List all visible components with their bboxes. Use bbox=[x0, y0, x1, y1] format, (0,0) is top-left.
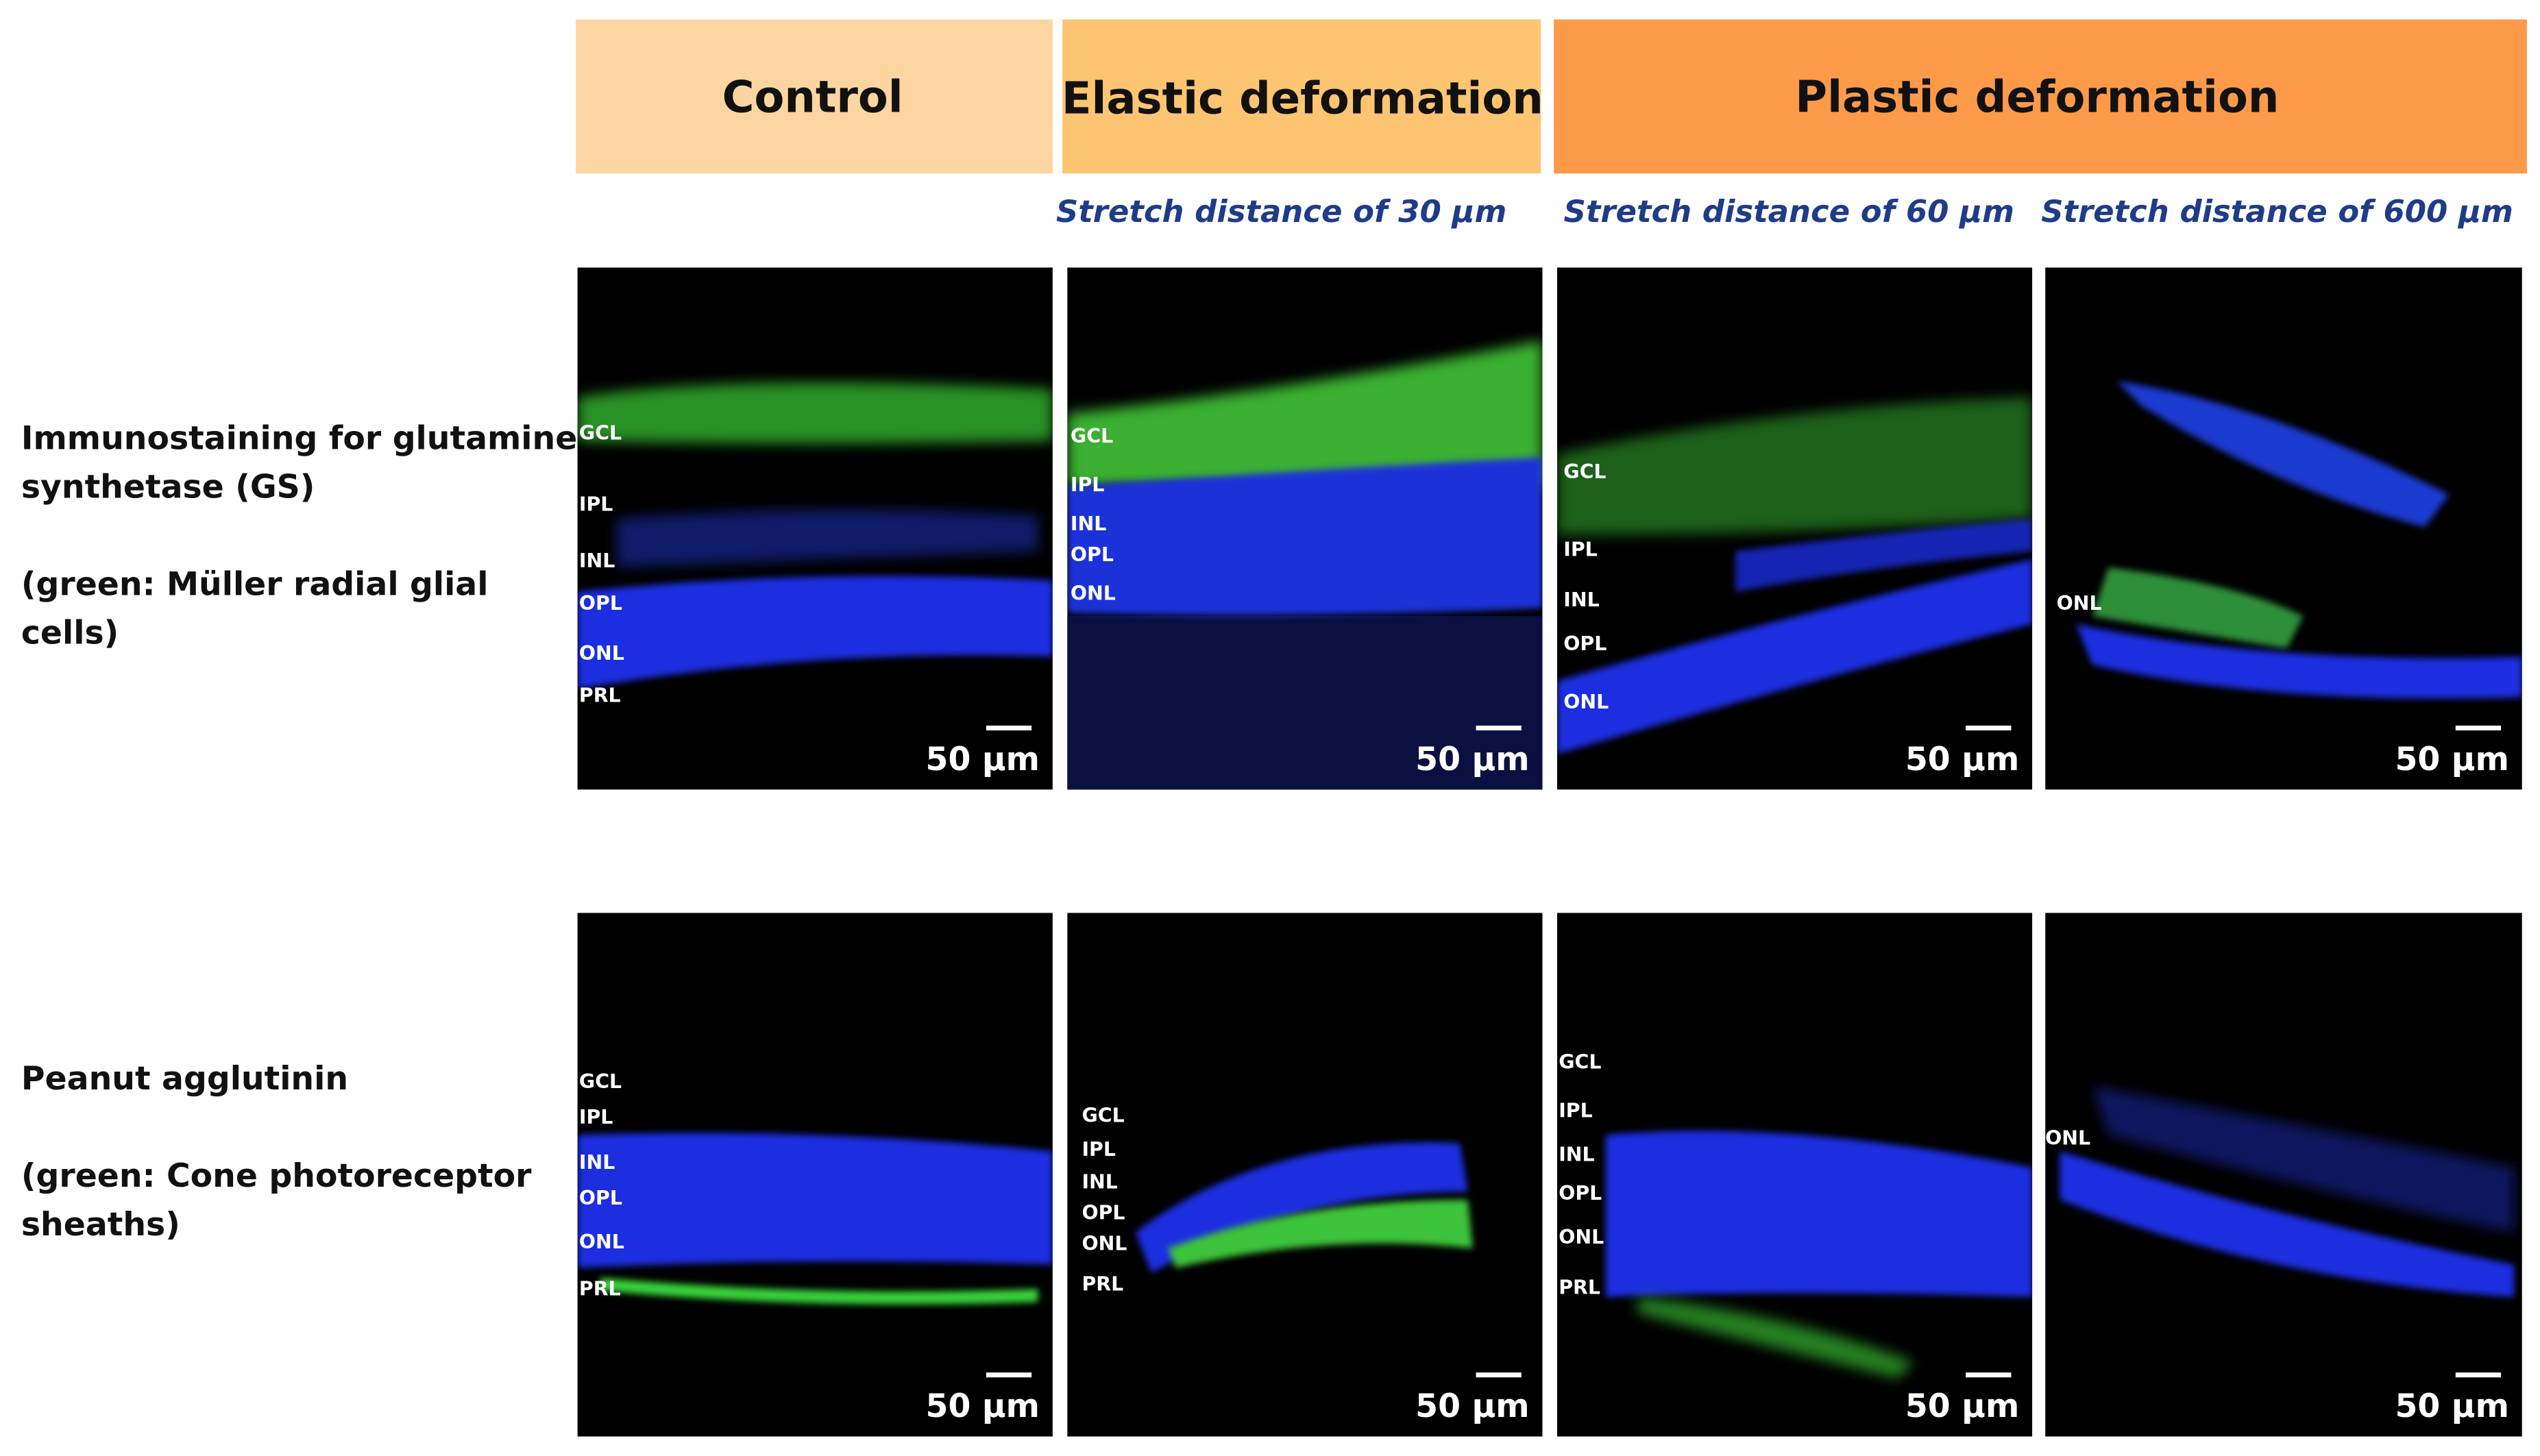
subheader: Stretch distance of 60 µm bbox=[1563, 193, 2014, 230]
scale-label: 50 µm bbox=[926, 1387, 1040, 1425]
scale-label: 50 µm bbox=[2395, 1387, 2508, 1425]
row-label: synthetase (GS) bbox=[21, 468, 315, 506]
row-note: (green: Müller radial glial bbox=[21, 565, 489, 603]
layer-label: OPL bbox=[1071, 543, 1114, 566]
layer-label: PRL bbox=[579, 684, 621, 707]
row-note: (green: Cone photoreceptor bbox=[21, 1157, 532, 1195]
scale-label: 50 µm bbox=[1905, 741, 2019, 778]
layer-label: ONL bbox=[2045, 1127, 2090, 1150]
layer-label: OPL bbox=[1563, 632, 1607, 655]
micrograph bbox=[1556, 913, 2033, 1437]
layer-label: GCL bbox=[1563, 460, 1606, 483]
layer-label: ONL bbox=[1559, 1226, 1604, 1248]
layer-label: IPL bbox=[1082, 1138, 1116, 1161]
micrograph bbox=[2045, 913, 2522, 1437]
layer-label: ONL bbox=[579, 1231, 624, 1253]
layer-label: IPL bbox=[1563, 539, 1597, 561]
layer-label: INL bbox=[579, 550, 615, 572]
subheader: Stretch distance of 600 µm bbox=[2041, 193, 2513, 230]
layer-label: ONL bbox=[579, 642, 624, 665]
micrograph bbox=[2045, 267, 2522, 790]
layer-label: GCL bbox=[1071, 425, 1113, 447]
micrograph bbox=[1556, 267, 2033, 790]
layer-label: INL bbox=[1563, 589, 1599, 611]
layer-label: PRL bbox=[579, 1278, 621, 1300]
layer-label: IPL bbox=[1071, 473, 1104, 496]
header: Elastic deformation bbox=[1062, 74, 1543, 125]
layer-label: INL bbox=[1082, 1171, 1118, 1194]
layer-label: IPL bbox=[1559, 1099, 1592, 1122]
scale-label: 50 µm bbox=[1415, 1387, 1529, 1425]
layer-label: IPL bbox=[579, 1106, 613, 1128]
scale-label: 50 µm bbox=[1415, 741, 1529, 778]
micrograph bbox=[577, 913, 1053, 1437]
micrograph bbox=[1067, 913, 1543, 1437]
micrograph bbox=[577, 267, 1053, 790]
layer-label: GCL bbox=[579, 421, 622, 444]
row-label: Peanut agglutinin bbox=[21, 1060, 348, 1098]
row-label: Immunostaining for glutamine bbox=[21, 419, 577, 457]
scale-label: 50 µm bbox=[2395, 741, 2508, 778]
header-box bbox=[1554, 19, 2527, 174]
scale-label: 50 µm bbox=[926, 741, 1040, 778]
layer-label: ONL bbox=[2057, 592, 2102, 615]
micrograph bbox=[1067, 267, 1543, 790]
layer-label: ONL bbox=[1563, 691, 1609, 713]
layer-label: OPL bbox=[1082, 1202, 1125, 1224]
layer-label: GCL bbox=[579, 1070, 622, 1093]
layer-label: INL bbox=[1559, 1143, 1594, 1165]
layer-label: INL bbox=[1071, 513, 1106, 535]
layer-label: ONL bbox=[1071, 582, 1116, 605]
header: Control bbox=[722, 72, 903, 123]
row-note: cells) bbox=[21, 614, 119, 652]
layer-label: OPL bbox=[579, 592, 622, 615]
layer-label: IPL bbox=[579, 493, 613, 515]
header-box bbox=[576, 19, 1053, 174]
layer-label: GCL bbox=[1082, 1105, 1125, 1127]
row-note: sheaths) bbox=[21, 1206, 180, 1244]
header-box bbox=[1062, 19, 1541, 174]
layer-label: INL bbox=[579, 1151, 615, 1174]
subheader: Stretch distance of 30 µm bbox=[1056, 193, 1506, 230]
layer-label: PRL bbox=[1082, 1273, 1124, 1296]
layer-label: OPL bbox=[1559, 1182, 1602, 1205]
layer-label: PRL bbox=[1559, 1276, 1600, 1298]
header: Plastic deformation bbox=[1795, 72, 2279, 123]
layer-label: GCL bbox=[1559, 1050, 1601, 1073]
layer-label: OPL bbox=[579, 1187, 622, 1209]
layer-label: ONL bbox=[1082, 1232, 1127, 1255]
scale-label: 50 µm bbox=[1905, 1387, 2019, 1425]
